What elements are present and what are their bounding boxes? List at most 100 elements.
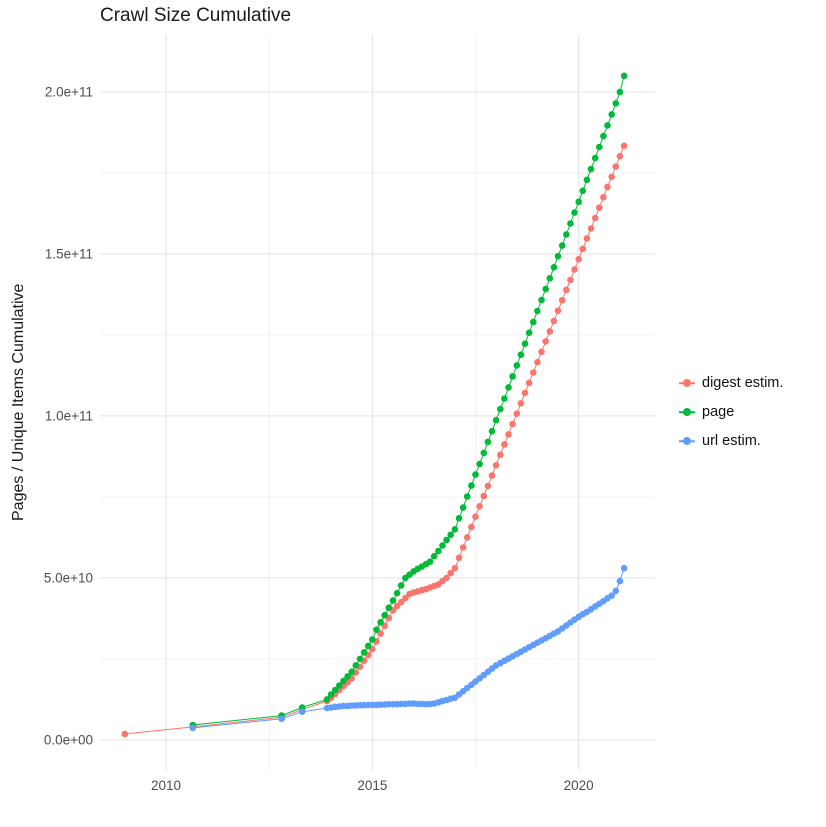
legend-item: page — [678, 403, 783, 421]
y-tick-label: 1.0e+11 — [45, 408, 93, 423]
data-point-digest-estim — [571, 266, 578, 273]
data-point-page — [587, 165, 595, 173]
data-point-page — [472, 471, 479, 478]
data-point-digest-estim — [521, 389, 529, 397]
data-point-digest-estim — [563, 286, 570, 294]
data-point-page — [348, 668, 356, 676]
y-axis-tick-labels: 0.0e+00 5.0e+10 1.0e+11 1.5e+11 2.0e+11 — [44, 85, 93, 748]
data-point-page — [356, 655, 364, 663]
data-point-page — [620, 72, 628, 80]
x-tick-label: 2010 — [151, 778, 181, 793]
data-point-digest-estim — [604, 183, 611, 191]
legend-item: digest estim. — [678, 374, 783, 392]
data-point-digest-estim — [554, 307, 562, 315]
data-point-page — [567, 220, 574, 227]
data-point-digest-estim — [517, 400, 525, 407]
data-point-page — [364, 642, 372, 650]
data-point-digest-estim — [501, 441, 508, 448]
data-point-page — [558, 242, 566, 249]
data-point-page — [369, 636, 376, 643]
data-point-page — [604, 122, 611, 129]
data-point-digest-estim — [612, 163, 620, 170]
data-point-url-estim — [616, 577, 624, 585]
data-point-page — [352, 662, 360, 669]
data-point-digest-estim — [509, 420, 516, 428]
data-point-page — [509, 373, 516, 380]
data-point-page — [579, 187, 587, 195]
data-point-page — [463, 493, 471, 500]
data-point-page — [393, 589, 401, 597]
series-url-estim — [189, 564, 628, 732]
data-point-digest-estim — [596, 204, 603, 211]
data-point-digest-estim — [472, 513, 479, 520]
data-point-digest-estim — [591, 214, 599, 222]
data-point-page — [430, 552, 438, 560]
x-axis-tick-labels: 2010 2015 2020 — [151, 778, 594, 793]
y-tick-label: 1.5e+11 — [45, 246, 93, 261]
x-tick-label: 2020 — [564, 778, 594, 793]
data-point-page — [360, 649, 368, 656]
data-point-digest-estim — [579, 245, 587, 253]
data-point-page — [397, 582, 405, 589]
data-point-page — [389, 597, 397, 604]
data-point-digest-estim — [459, 544, 467, 551]
data-point-page — [550, 264, 558, 271]
data-point-digest-estim — [620, 142, 628, 150]
data-point-page — [447, 531, 455, 539]
data-point-digest-estim — [447, 569, 455, 577]
data-point-digest-estim — [505, 431, 512, 438]
data-point-url-estim — [620, 564, 628, 572]
data-point-page — [381, 611, 389, 619]
data-point-digest-estim — [550, 317, 558, 325]
legend-key-icon — [678, 374, 696, 392]
data-point-digest-estim — [558, 297, 566, 304]
data-point-page — [612, 100, 620, 107]
data-point-page — [488, 427, 496, 435]
legend: digest estim. page url estim. — [678, 374, 783, 450]
data-point-digest-estim — [497, 451, 504, 459]
data-point-page — [542, 285, 549, 293]
data-point-url-estim — [608, 592, 615, 599]
data-point-page — [459, 504, 467, 511]
chart-title: Crawl Size Cumulative — [100, 5, 292, 26]
data-point-page — [340, 677, 347, 685]
data-point-page — [336, 682, 343, 689]
data-point-digest-estim — [567, 276, 574, 284]
data-point-page — [534, 307, 541, 315]
data-point-digest-estim — [484, 482, 492, 490]
data-point-page — [517, 351, 525, 359]
data-point-page — [426, 558, 434, 565]
data-point-digest-estim — [542, 338, 549, 345]
data-point-digest-estim — [443, 574, 450, 582]
data-point-digest-estim — [600, 194, 607, 201]
data-point-page — [373, 626, 380, 633]
data-point-page — [480, 449, 488, 457]
data-point-page — [546, 275, 554, 282]
data-point-page — [468, 482, 475, 489]
data-point-page — [484, 438, 492, 446]
data-point-url-estim — [278, 715, 285, 723]
data-point-page — [554, 252, 562, 260]
data-point-page — [455, 515, 463, 522]
data-point-page — [538, 296, 545, 304]
gridlines-minor — [100, 35, 655, 770]
data-point-digest-estim — [583, 235, 591, 242]
data-point-page — [596, 143, 603, 151]
series-page — [189, 72, 628, 729]
legend-key-icon — [678, 403, 696, 421]
data-point-page — [571, 209, 578, 216]
data-point-digest-estim — [402, 594, 409, 602]
data-point-page — [563, 231, 570, 238]
data-point-page — [327, 691, 335, 698]
y-tick-label: 2.0e+11 — [45, 85, 93, 100]
data-point-digest-estim — [513, 410, 521, 418]
data-point-digest-estim — [575, 255, 582, 263]
data-point-digest-estim — [468, 523, 475, 531]
legend-item-label: url estim. — [702, 433, 761, 449]
data-point-url-estim — [298, 708, 306, 715]
data-point-digest-estim — [463, 534, 471, 541]
data-point-page — [521, 340, 529, 348]
data-point-digest-estim — [121, 730, 129, 738]
legend-item-label: page — [702, 404, 735, 420]
